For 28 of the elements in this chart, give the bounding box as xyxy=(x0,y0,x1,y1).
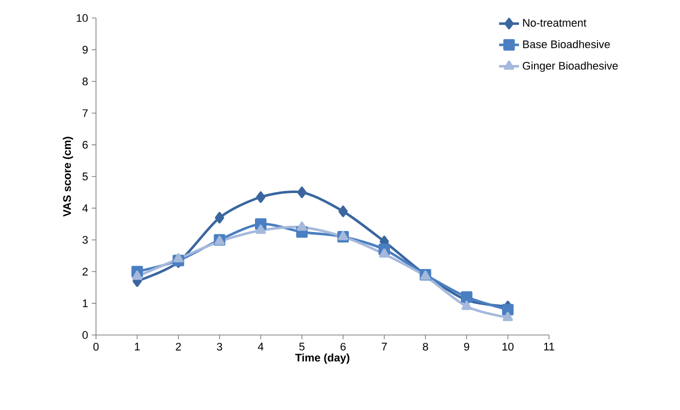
y-tick-label: 9 xyxy=(82,46,88,54)
y-tick-label: 1 xyxy=(82,300,88,308)
x-tick-label: 1 xyxy=(134,342,140,350)
y-tick-label: 7 xyxy=(82,109,88,117)
y-tick-label: 10 xyxy=(76,14,88,22)
y-axis-title: VAS score (cm) xyxy=(62,136,74,217)
x-tick-label: 3 xyxy=(216,342,222,351)
y-tick-label: 2 xyxy=(82,268,88,276)
legend-label: Ginger Bioadhesive xyxy=(522,62,618,72)
x-tick-label: 7 xyxy=(382,342,387,350)
y-tick-label: 0 xyxy=(82,331,88,339)
x-tick-label: 9 xyxy=(464,342,470,351)
x-tick-label: 8 xyxy=(422,342,428,351)
x-tick-label: 11 xyxy=(544,342,554,350)
x-axis-title: Time (day) xyxy=(295,353,350,364)
y-tick-label: 4 xyxy=(82,204,88,212)
legend-label: No-treatment xyxy=(523,19,586,27)
x-tick-label: 0 xyxy=(93,342,99,351)
y-tick-label: 5 xyxy=(82,172,88,180)
x-tick-label: 2 xyxy=(176,342,181,350)
x-tick-label: 6 xyxy=(340,342,346,351)
legend-label: Base Bioadhesive xyxy=(523,40,610,48)
x-tick-label: 4 xyxy=(258,342,264,350)
y-tick-label: 8 xyxy=(82,78,88,86)
y-tick-label: 6 xyxy=(82,140,88,149)
x-tick-label: 5 xyxy=(299,342,304,350)
x-tick-label: 10 xyxy=(502,342,514,351)
y-tick-label: 3 xyxy=(82,236,88,244)
